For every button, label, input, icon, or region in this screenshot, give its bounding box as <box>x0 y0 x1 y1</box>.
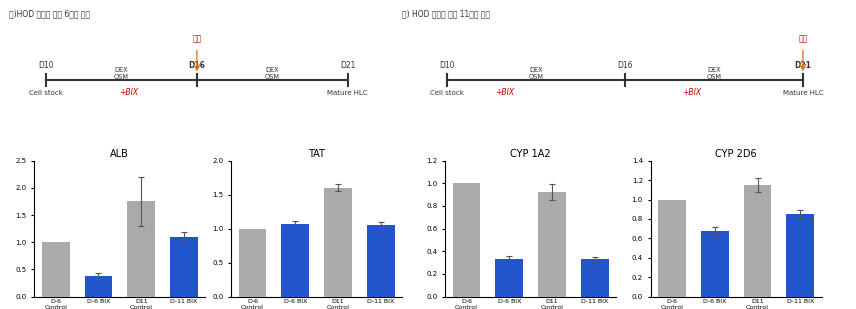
Text: D21: D21 <box>340 61 355 70</box>
Text: D16: D16 <box>617 61 633 70</box>
Text: D21: D21 <box>794 61 811 70</box>
Text: DEX: DEX <box>707 67 721 73</box>
Bar <box>453 183 480 297</box>
Text: D16: D16 <box>188 61 205 70</box>
Text: Cell stock: Cell stock <box>430 90 464 96</box>
Text: OSM: OSM <box>265 74 280 80</box>
Text: OSM: OSM <box>528 74 544 80</box>
Title: CYP 2D6: CYP 2D6 <box>716 149 757 159</box>
Title: TAT: TAT <box>308 149 325 159</box>
Bar <box>85 276 112 297</box>
Text: Mature HLC: Mature HLC <box>782 90 823 96</box>
Bar <box>324 188 352 297</box>
Title: ALB: ALB <box>110 149 129 159</box>
Text: DEX: DEX <box>265 67 279 73</box>
Bar <box>282 224 309 297</box>
Text: 가)HOD 시작일 부터 6일간 처리: 가)HOD 시작일 부터 6일간 처리 <box>9 9 90 18</box>
Text: +BIX: +BIX <box>120 88 139 97</box>
Bar <box>658 200 686 297</box>
Text: 분석: 분석 <box>799 35 807 44</box>
Bar <box>581 259 609 297</box>
Text: Cell stock: Cell stock <box>29 90 63 96</box>
Text: OSM: OSM <box>706 74 722 80</box>
Text: D10: D10 <box>39 61 54 70</box>
Text: Mature HLC: Mature HLC <box>327 90 368 96</box>
Bar <box>538 193 566 297</box>
Bar <box>170 237 198 297</box>
Bar <box>239 229 266 297</box>
Text: D10: D10 <box>439 61 455 70</box>
Text: DEX: DEX <box>529 67 543 73</box>
Bar <box>744 185 771 297</box>
Text: DEX: DEX <box>115 67 128 73</box>
Bar <box>701 231 728 297</box>
Text: +BIX: +BIX <box>682 88 701 97</box>
Bar <box>128 201 155 297</box>
Text: 분석: 분석 <box>193 35 201 44</box>
Text: +BIX: +BIX <box>495 88 514 97</box>
Text: 나) HOD 시작일 부터 11일간 처리: 나) HOD 시작일 부터 11일간 처리 <box>402 9 490 18</box>
Bar <box>787 214 814 297</box>
Bar <box>42 242 69 297</box>
Text: OSM: OSM <box>114 74 129 80</box>
Bar <box>367 225 395 297</box>
Title: CYP 1A2: CYP 1A2 <box>510 149 551 159</box>
Bar <box>496 259 523 297</box>
